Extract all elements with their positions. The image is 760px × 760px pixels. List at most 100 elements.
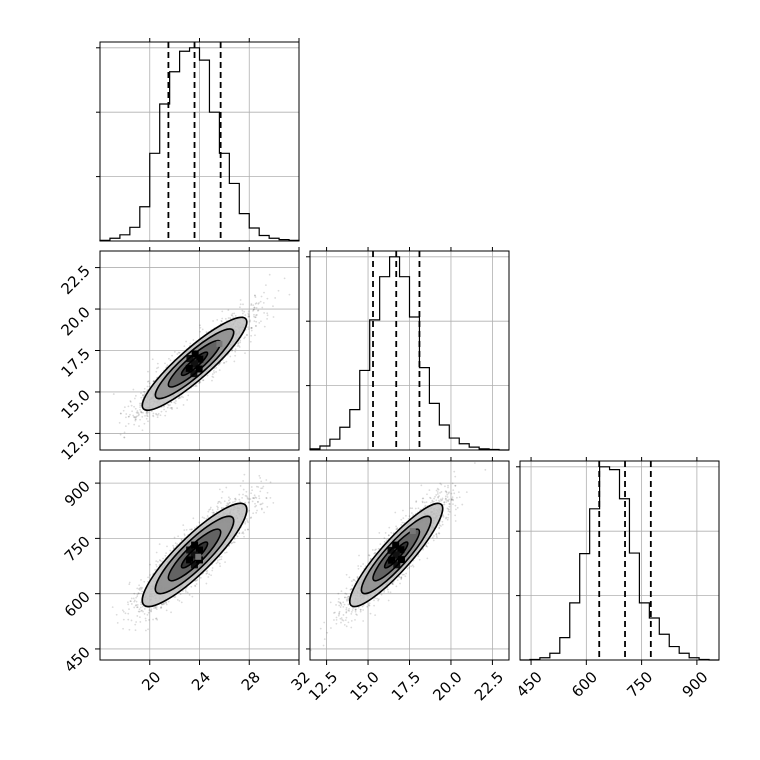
sample-point xyxy=(229,498,231,500)
histogram-panel-p2 xyxy=(306,250,510,451)
sample-point xyxy=(425,544,428,547)
sample-point xyxy=(362,620,365,622)
sample-point xyxy=(139,406,141,409)
sample-point xyxy=(374,614,377,617)
sample-point xyxy=(425,545,428,548)
sample-point xyxy=(170,407,173,409)
sample-point xyxy=(335,616,338,619)
sample-point xyxy=(255,320,258,323)
sample-point xyxy=(347,603,350,606)
sample-point xyxy=(119,433,122,436)
sample-point xyxy=(354,609,357,611)
sample-point xyxy=(445,501,448,503)
sample-point xyxy=(448,508,450,511)
sample-point xyxy=(201,516,204,519)
sample-point xyxy=(144,414,146,417)
sample-point xyxy=(136,587,139,590)
sample-point xyxy=(485,454,487,456)
sample-point xyxy=(209,508,212,511)
sample-point xyxy=(217,500,220,503)
sample-point xyxy=(141,429,144,432)
contour-line xyxy=(360,515,432,595)
sample-point xyxy=(340,602,342,605)
sample-point xyxy=(354,608,357,611)
sample-point xyxy=(173,401,176,404)
sample-point xyxy=(146,613,149,616)
sample-point xyxy=(442,514,445,517)
sample-point xyxy=(348,595,350,598)
sample-point xyxy=(345,616,348,619)
sample-point xyxy=(159,414,162,417)
sample-point xyxy=(456,506,459,509)
sample-point xyxy=(446,518,449,521)
sample-point xyxy=(252,308,255,311)
sample-point xyxy=(369,557,372,560)
sample-point xyxy=(190,585,193,588)
sample-point xyxy=(236,345,239,347)
sample-point xyxy=(272,316,275,318)
sample-point xyxy=(247,313,250,316)
sample-point xyxy=(144,629,147,632)
sample-point xyxy=(247,328,250,330)
sample-point xyxy=(251,500,254,503)
sample-point xyxy=(168,357,170,360)
sample-point xyxy=(90,644,92,646)
sample-point xyxy=(448,505,451,508)
sample-point xyxy=(405,514,407,517)
sample-point xyxy=(253,306,256,309)
sample-point xyxy=(444,490,447,493)
sample-point xyxy=(143,387,146,390)
sample-point xyxy=(229,355,232,358)
sample-point xyxy=(243,310,246,313)
sample-point xyxy=(359,608,362,611)
sample-point xyxy=(220,320,223,323)
sample-point xyxy=(260,295,263,298)
sample-point xyxy=(439,491,441,494)
sample-point xyxy=(212,376,215,379)
sample-point xyxy=(244,352,246,355)
sample-point xyxy=(362,609,365,611)
sample-point xyxy=(165,410,167,413)
sample-point xyxy=(322,644,325,647)
sample-point xyxy=(373,552,376,555)
sample-point xyxy=(391,582,394,585)
sample-point xyxy=(164,414,167,417)
sample-point xyxy=(132,597,135,600)
y-tick-label: 750 xyxy=(61,532,94,565)
sample-point xyxy=(440,525,442,527)
sample-point xyxy=(335,618,338,621)
sample-point xyxy=(136,411,139,414)
sample-point xyxy=(128,608,130,611)
density-core-cell xyxy=(191,541,199,549)
y-axis-p2: 12.5 15.0 17.5 20.0 22.5 xyxy=(57,262,100,464)
sample-point xyxy=(400,578,403,581)
sample-point xyxy=(247,521,249,524)
sample-point xyxy=(142,411,144,414)
sample-point xyxy=(438,527,441,530)
sample-point xyxy=(122,627,124,630)
sample-point xyxy=(343,603,346,606)
sample-point xyxy=(400,523,403,526)
sample-point xyxy=(234,348,237,351)
sample-point xyxy=(347,609,350,612)
sample-point xyxy=(157,560,159,563)
sample-point xyxy=(448,502,451,505)
sample-point xyxy=(202,379,204,382)
sample-point xyxy=(246,519,249,522)
sample-point xyxy=(260,507,263,510)
sample-point xyxy=(216,319,219,321)
sample-point xyxy=(123,406,126,409)
sample-point xyxy=(254,316,257,319)
sample-point xyxy=(342,619,345,622)
sample-point xyxy=(244,522,247,525)
sample-point xyxy=(121,609,124,612)
contour-line xyxy=(141,316,248,411)
x-tick-label: 20 xyxy=(138,668,164,694)
sample-point xyxy=(250,326,253,329)
sample-point xyxy=(396,579,399,582)
sample-point xyxy=(171,354,174,357)
sample-point xyxy=(133,416,136,419)
sample-point xyxy=(227,504,229,507)
sample-point xyxy=(454,484,457,487)
sample-point xyxy=(141,415,144,418)
